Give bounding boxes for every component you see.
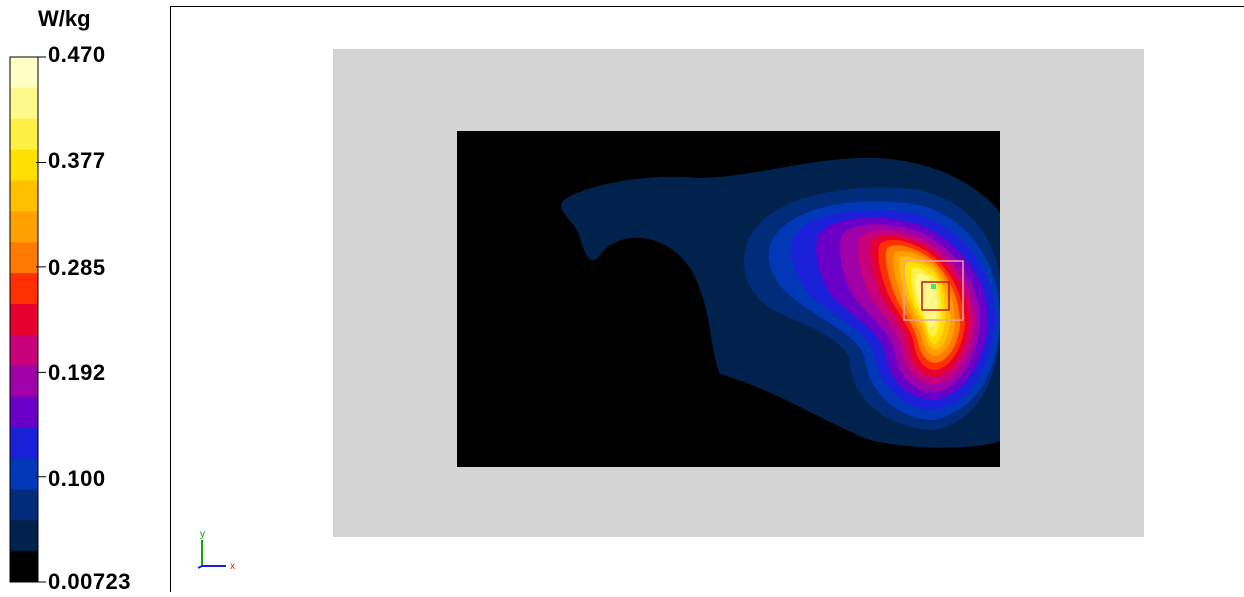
colorbar-swatch (10, 334, 38, 367)
tick-label-5: 0.100 (48, 466, 106, 491)
colorbar-swatch (10, 551, 38, 583)
colorbar-swatch (10, 149, 38, 182)
zoom-scan-outer-box (903, 260, 964, 321)
tick-label-2: 0.377 (48, 148, 106, 173)
colorbar-swatch (10, 180, 38, 212)
tick-label-3: 0.285 (48, 255, 106, 280)
colorbar-swatch (10, 273, 38, 305)
unit-label: W/kg (38, 6, 91, 31)
plot-frame (170, 6, 1244, 592)
colorbar-swatch (10, 118, 38, 151)
colorbar-swatch (10, 242, 38, 274)
tick-label-4: 0.192 (48, 360, 106, 385)
colorbar: W/kg 0.470 0.377 0.285 0.192 0.100 0.007… (0, 0, 165, 594)
colorbar-swatch (10, 396, 38, 429)
colorbar-scale (9, 56, 46, 583)
y-axis-label: y (200, 529, 205, 540)
sar-contours (561, 157, 1000, 448)
colorbar-swatch (10, 87, 38, 120)
colorbar-swatch (10, 458, 38, 490)
colorbar-swatch (10, 304, 38, 336)
colorbar-swatch (10, 211, 38, 243)
tick-label-max: 0.470 (48, 42, 106, 67)
colorbar-swatch (10, 365, 38, 398)
axes-indicator: y x (197, 529, 235, 572)
x-axis-label: x (230, 561, 235, 572)
colorbar-border (9, 56, 39, 583)
colorbar-swatch (10, 489, 38, 521)
tick-label-min: 0.00723 (48, 569, 132, 594)
peak-marker (931, 284, 936, 289)
zoom-scan-inner-box (921, 281, 950, 311)
colorbar-swatch (10, 520, 38, 552)
colorbar-swatch (10, 427, 38, 459)
colorbar-swatch (10, 57, 38, 89)
z-axis-arrow (197, 565, 203, 569)
